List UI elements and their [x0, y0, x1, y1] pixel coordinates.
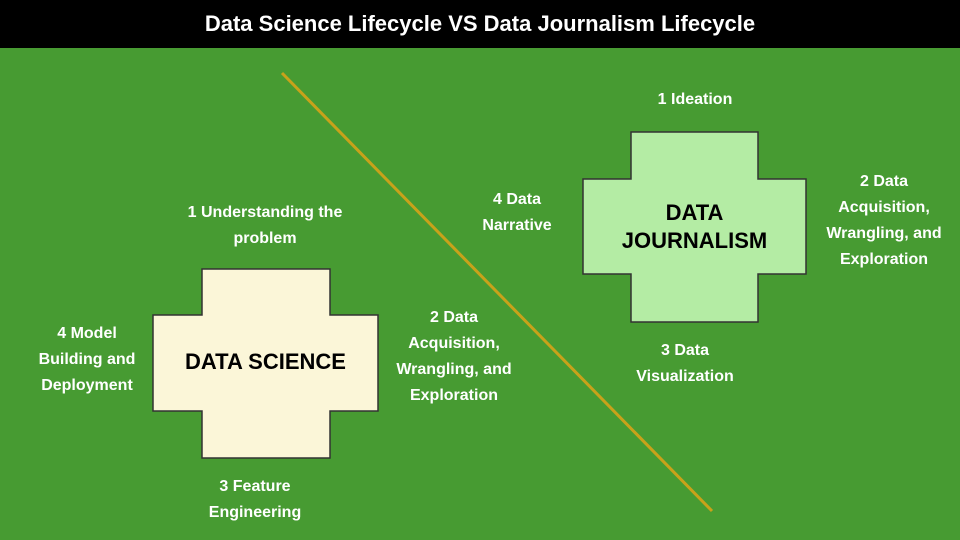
data-journalism-step-3-label: 3 Data Visualization [636, 342, 734, 385]
data-science-step-1-label: 1 Understanding the problem [187, 204, 343, 247]
title-bar: Data Science Lifecycle VS Data Journalis… [0, 0, 960, 48]
data-science-step-4-label: 4 Model Building and Deployment [38, 325, 136, 394]
data-science-center-label: DATA SCIENCE [185, 349, 346, 374]
diagram-title: Data Science Lifecycle VS Data Journalis… [204, 11, 756, 36]
data-science-step-2-label: 2 Data Acquisition, Wrangling, and Explo… [396, 309, 512, 404]
data-journalism-step-4-label: 4 Data Narrative [482, 191, 552, 234]
data-journalism-cross-shape [582, 131, 807, 323]
data-journalism-center-label: DATA JOURNALISM [621, 200, 768, 253]
divider-line [280, 71, 714, 513]
data-science-cross-shape [152, 268, 379, 459]
diagram-shapes [152, 71, 807, 513]
data-science-step-3-label: 3 Feature Engineering [208, 478, 302, 521]
diagram-canvas: DATA SCIENCE 1 Understanding the problem… [0, 48, 960, 540]
data-journalism-step-2-label: 2 Data Acquisition, Wrangling, and Explo… [826, 173, 942, 268]
data-journalism-step-1-label: 1 Ideation [657, 91, 733, 108]
